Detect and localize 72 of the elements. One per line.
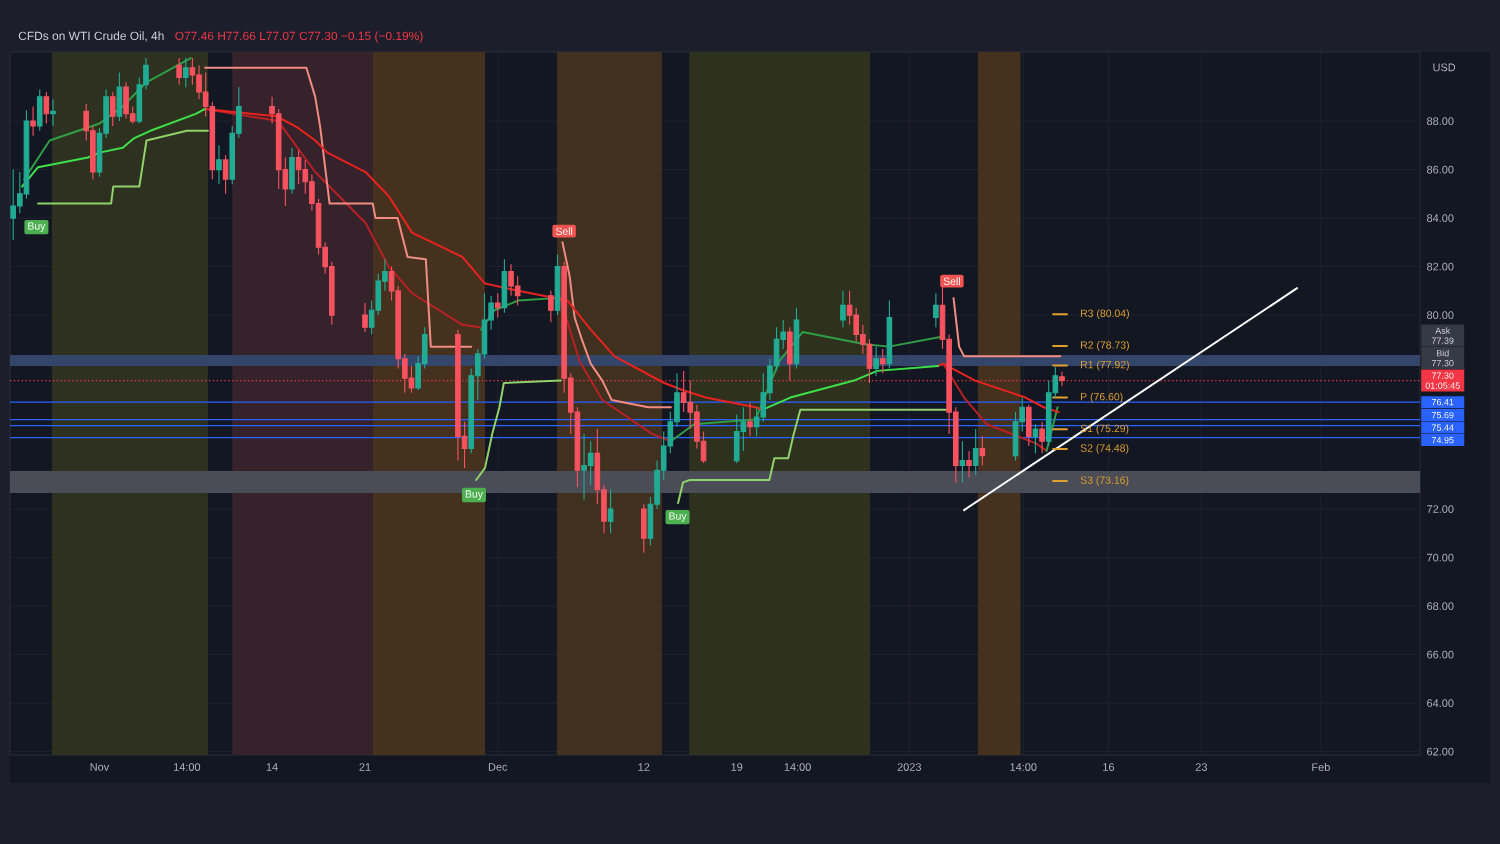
candlestick [289, 147, 295, 195]
ref-line-label: 77.30 01:05:45 [1425, 372, 1460, 389]
candlestick [1039, 421, 1045, 454]
ref-line-label: 74.95 [1431, 436, 1454, 444]
y-tick-label: 88.00 [1427, 117, 1454, 125]
y-tick-label: 86.00 [1427, 165, 1454, 174]
candlestick [30, 105, 36, 137]
chart-subtitle: O77.46 H77.66 L77.07 C77.30 −0.15 (−0.19%) [175, 31, 423, 43]
y-axis-title: USD [1433, 63, 1456, 72]
text: Bid 77.30 [1431, 349, 1454, 367]
y-tick-label: 70.00 [1427, 553, 1454, 562]
candlestick [362, 302, 368, 333]
candlestick [607, 489, 614, 534]
y-tick-label: 64.00 [1427, 699, 1454, 707]
y-tick-label: 82.00 [1427, 262, 1454, 271]
series-label: R2 (78.73) [1081, 341, 1129, 351]
x-tick-label: 16 [1103, 763, 1115, 771]
x-tick-label: 14:00 [784, 763, 811, 771]
x-tick-label: 21 [359, 763, 371, 771]
candlestick [879, 348, 886, 374]
series-label: P (76.60) [1081, 392, 1123, 403]
candlestick [216, 144, 222, 185]
candlestick [222, 154, 229, 195]
candlestick [548, 290, 554, 323]
x-tick-label: 14 [266, 763, 278, 771]
candlestick [787, 326, 793, 382]
candlestick [886, 300, 893, 369]
candlestick [50, 98, 56, 127]
y-tick-label: 84.00 [1427, 214, 1454, 222]
candlestick [1032, 423, 1039, 454]
candlestick [933, 292, 939, 328]
y-tick-label: 68.00 [1427, 602, 1454, 610]
candlestick [1025, 404, 1032, 447]
x-tick-label: Nov [90, 763, 110, 771]
x-tick-label: 14:00 [173, 763, 201, 771]
x-tick-label: 23 [1195, 763, 1207, 771]
candlestick [747, 401, 753, 437]
candlestick [979, 435, 986, 466]
y-tick-label: 80.00 [1427, 311, 1454, 319]
x-tick-label: 14:00 [1010, 763, 1037, 771]
series-label: R3 (80.04) [1081, 309, 1129, 320]
series-label: S2 (74.48) [1080, 444, 1129, 454]
candlestick [182, 57, 189, 88]
ref-line-label: 75.44 [1431, 424, 1454, 431]
candlestick [36, 89, 43, 132]
x-tick-label: 12 [638, 763, 650, 771]
y-tick-label: 66.00 [1427, 650, 1454, 659]
candlestick [116, 72, 123, 122]
x-tick-label: Dec [488, 763, 508, 771]
y-tick-label: 72.00 [1427, 505, 1454, 513]
y-tick-label: 62.00 [1427, 747, 1454, 756]
candlestick [840, 290, 846, 328]
text: Ask 77.39 [1431, 327, 1454, 344]
candlestick [966, 450, 972, 479]
series-label: S3 (73.16) [1080, 476, 1129, 486]
x-tick-label: Feb [1312, 762, 1330, 772]
candlestick [873, 346, 879, 377]
chart-title: CFDs on WTI Crude Oil, 4h [18, 31, 164, 42]
x-tick-label: 19 [731, 763, 743, 771]
candlestick [959, 440, 966, 483]
candlestick [43, 91, 50, 125]
candlestick [1059, 371, 1065, 387]
series-label: R1 (77.92) [1081, 360, 1129, 371]
candlestick [972, 428, 979, 476]
candlestick [640, 503, 647, 554]
candlestick [501, 258, 508, 314]
ref-line-label: 76.41 [1431, 398, 1454, 406]
x-tick-label: 2023 [897, 763, 922, 771]
candlestick [109, 91, 116, 127]
candlestick [494, 292, 501, 319]
ref-line-label: 75.69 [1431, 411, 1454, 419]
candlestick [176, 57, 182, 86]
